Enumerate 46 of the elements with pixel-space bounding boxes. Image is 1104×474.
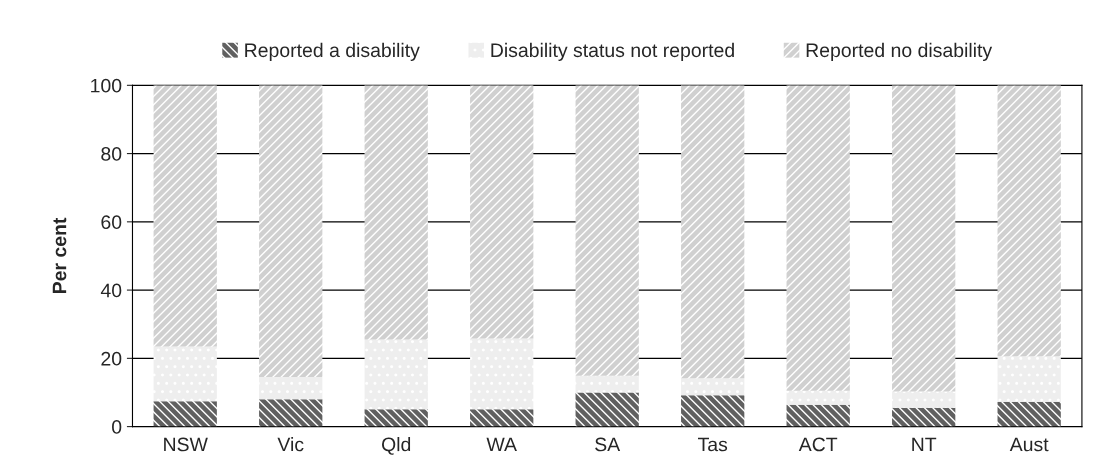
x-tick-label: NSW [164, 437, 208, 452]
bar [997, 85, 1061, 357]
bar [364, 409, 428, 427]
bar [259, 85, 323, 378]
bar [575, 392, 639, 427]
y-tick-label: 40 [100, 283, 122, 298]
bar [786, 85, 850, 391]
bar [470, 338, 534, 410]
x-tick-label: Qld [382, 437, 411, 455]
x-tick-label: NT [912, 437, 937, 452]
bar [997, 356, 1061, 403]
legend-label: Reported no disability [806, 42, 993, 61]
bar [997, 402, 1061, 427]
x-tick-label: Aust [1009, 437, 1049, 452]
x-tick-label: Tas [698, 437, 728, 452]
x-tick-label: ACT [798, 437, 838, 452]
legend-label: Reported a disability [245, 42, 420, 61]
bar [892, 407, 956, 427]
x-tick-label: SA [595, 437, 621, 452]
y-tick-label: 60 [101, 215, 122, 230]
bar [681, 395, 745, 427]
bar [681, 85, 745, 379]
bar [259, 399, 323, 427]
bar [786, 390, 850, 405]
legend-label: Disability status not reported [491, 42, 734, 61]
y-axis-title: Per cent [52, 217, 67, 294]
bar [681, 378, 745, 396]
bar [786, 404, 850, 427]
y-tick-label: 20 [101, 351, 122, 366]
bar [575, 375, 639, 393]
bar [153, 401, 217, 427]
bar [364, 85, 428, 340]
y-tick-label: 80 [101, 147, 122, 161]
x-tick-label: Vic [277, 437, 304, 452]
x-tick-label: WA [486, 437, 517, 452]
bar [259, 377, 323, 400]
y-tick-label: 0 [112, 420, 122, 434]
bar [364, 339, 428, 410]
bar [470, 85, 534, 339]
y-tick-label: 100 [91, 78, 122, 93]
bar [153, 346, 217, 402]
bar [575, 85, 639, 376]
bar [470, 409, 534, 427]
bar [892, 85, 956, 392]
bar [153, 85, 217, 347]
bar [892, 391, 956, 408]
